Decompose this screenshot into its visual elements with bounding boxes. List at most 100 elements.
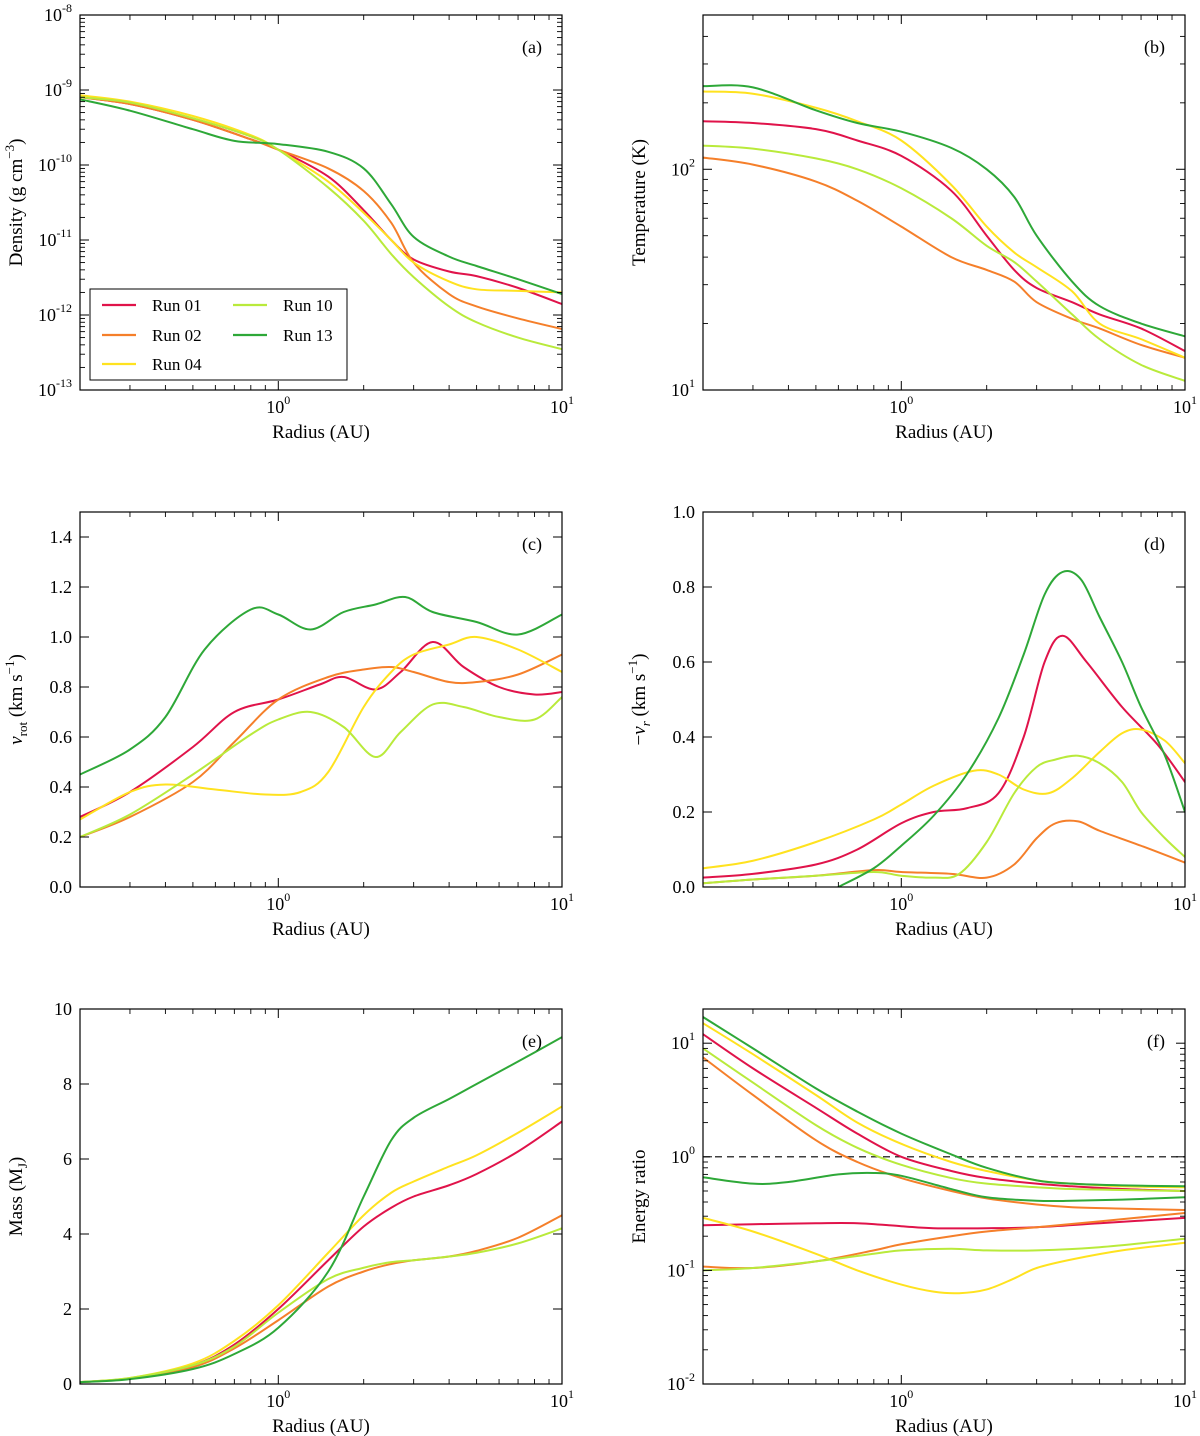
y-tick-label: 0.8 <box>50 677 73 697</box>
panel-d: 100 101 0.0 0.2 0.4 0.6 0.8 1.0 (d) Radius (AU) −v… <box>625 502 1197 940</box>
y-tick-label: 8 <box>63 1074 72 1094</box>
y-tick-label: 10-2 <box>667 1370 695 1394</box>
y-tick-label: 10-11 <box>38 226 72 250</box>
x-tick-label: 101 <box>1173 393 1197 417</box>
x-tick-label: 101 <box>550 1387 574 1411</box>
plot-frame <box>702 14 1186 391</box>
x-tick-label: 101 <box>550 890 574 914</box>
panel-label: (f) <box>1147 1031 1165 1052</box>
series-line-run-13 <box>80 1036 562 1384</box>
panel-e: 100 101 0 2 4 6 8 10 (e) Radius (AU) Mass (MJ) <box>6 999 574 1436</box>
y-tick-label: 1.0 <box>50 627 73 647</box>
x-tick-label: 100 <box>266 1387 290 1411</box>
y-tick-label: 10-10 <box>38 151 72 175</box>
panel-a: 100 101 10-13 10-12 10-11 10-10 10-9 10-8 (a) Rad… <box>2 1 574 443</box>
series-line-run-04 <box>703 1216 1185 1295</box>
x-tick-label: 100 <box>889 890 913 914</box>
series-group <box>703 84 1185 382</box>
y-axis-label: Density (g cm−3) <box>2 139 27 267</box>
panel-b: 100 101 101 102 (b) Radius (AU) Temperature (K… <box>629 14 1197 443</box>
x-tick-label: 101 <box>1173 890 1197 914</box>
x-axis-label: Radius (AU) <box>272 1416 370 1436</box>
legend-label: Run 02 <box>152 326 202 345</box>
series-line-run-10 <box>703 1047 1185 1192</box>
series-line-run-01 <box>80 96 562 306</box>
y-tick-label: 0 <box>63 1374 72 1394</box>
series-line-run-04 <box>80 1105 562 1384</box>
y-tick-label: 0.2 <box>673 802 696 822</box>
x-axis-label: Radius (AU) <box>895 919 993 940</box>
series-line-run-04 <box>703 90 1185 359</box>
legend: Run 01 Run 02 Run 04 Run 10 Run 13 <box>89 288 348 381</box>
series-group <box>80 94 562 351</box>
y-tick-label: 0.6 <box>50 727 73 747</box>
series-line-run-01 <box>80 641 562 818</box>
panel-f: 100 101 10-2 10-1 100 101 (f) Radius (AU) Energy… <box>629 1008 1197 1436</box>
series-line-run-01 <box>703 1216 1185 1230</box>
series-line-run-01 <box>703 1033 1185 1192</box>
y-tick-label: 0.2 <box>50 827 73 847</box>
series-line-run-04 <box>703 728 1185 870</box>
y-tick-label: 4 <box>63 1224 72 1244</box>
y-tick-label: 1.4 <box>50 527 73 547</box>
series-line-run-01 <box>703 120 1185 353</box>
y-tick-label: 101 <box>671 1029 695 1053</box>
y-axis-label: Energy ratio <box>629 1149 650 1243</box>
series-line-run-10 <box>703 144 1185 382</box>
series-group <box>80 1036 562 1384</box>
y-tick-label: 0.0 <box>50 877 73 897</box>
y-tick-label: 0.4 <box>673 727 696 747</box>
series-group <box>80 595 562 838</box>
y-tick-label: 1.0 <box>673 502 696 522</box>
plot-frame <box>702 511 1186 888</box>
series-line-run-02 <box>80 653 562 838</box>
y-tick-label: 10-8 <box>44 1 72 25</box>
y-tick-label: 6 <box>63 1149 72 1169</box>
x-tick-label: 100 <box>266 393 290 417</box>
x-tick-label: 101 <box>1173 1387 1197 1411</box>
series-line-run-13 <box>80 98 562 296</box>
series-line-run-02 <box>703 1056 1185 1212</box>
y-tick-label: 10 <box>54 999 72 1019</box>
y-tick-label: 10-13 <box>38 376 72 400</box>
series-line-run-04 <box>703 1022 1185 1189</box>
x-tick-label: 101 <box>550 393 574 417</box>
plot-frame <box>79 1008 563 1385</box>
y-tick-label: 100 <box>671 1143 695 1167</box>
y-tick-label: 101 <box>671 376 695 400</box>
y-tick-label: 0.6 <box>673 652 696 672</box>
y-tick-label: 0.0 <box>673 877 696 897</box>
x-tick-label: 100 <box>889 1387 913 1411</box>
y-tick-label: 0.8 <box>673 577 696 597</box>
series-line-run-04 <box>80 635 562 821</box>
x-tick-label: 100 <box>266 890 290 914</box>
y-tick-label: 0.4 <box>50 777 73 797</box>
y-axis-label: vrot (km s−1) <box>2 654 30 745</box>
y-tick-label: 102 <box>671 155 695 179</box>
panel-label: (c) <box>522 534 542 555</box>
x-axis-label: Radius (AU) <box>272 422 370 443</box>
series-line-run-13 <box>837 570 1185 887</box>
series-line-run-10 <box>703 754 1185 885</box>
plot-frame <box>79 511 563 888</box>
series-line-run-10 <box>80 696 562 838</box>
y-tick-label: 1.2 <box>50 577 73 597</box>
plot-frame <box>702 1008 1186 1385</box>
plot-frame <box>79 14 563 391</box>
series-line-run-01 <box>80 1120 562 1384</box>
series-line-run-10 <box>703 1237 1185 1272</box>
y-axis-label: −vr (km s−1) <box>625 654 653 746</box>
series-line-run-04 <box>80 94 562 294</box>
x-axis-label: Radius (AU) <box>895 1416 993 1436</box>
series-line-run-13 <box>703 1016 1185 1188</box>
y-axis-label: Mass (MJ) <box>6 1157 30 1236</box>
y-tick-label: 10-12 <box>38 301 72 325</box>
series-line-run-13 <box>703 1171 1185 1203</box>
x-axis-label: Radius (AU) <box>272 919 370 940</box>
series-group <box>703 1016 1185 1295</box>
series-group <box>703 570 1185 887</box>
panel-label: (e) <box>522 1031 542 1052</box>
panel-label: (a) <box>522 37 542 58</box>
x-axis-label: Radius (AU) <box>895 422 993 443</box>
